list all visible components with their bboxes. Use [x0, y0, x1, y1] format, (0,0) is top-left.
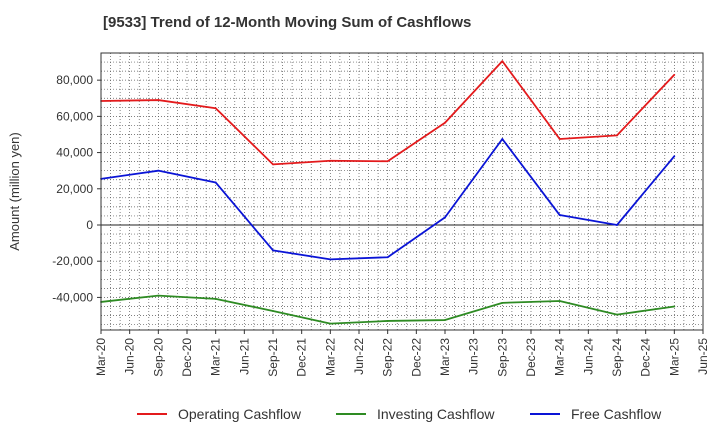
free-cashflow-point: [558, 214, 561, 216]
series-lines: [100, 60, 676, 325]
x-tick-label: Dec-22: [409, 338, 423, 377]
x-tick-label: Jun-21: [237, 338, 251, 375]
y-axis-title: Amount (million yen): [7, 132, 22, 251]
investing-cashflow-point: [558, 300, 561, 302]
investing-cashflow-point: [616, 313, 618, 316]
legend: Operating Cashflow Investing Cashflow Free…: [137, 406, 662, 422]
x-tick-label: Sep-22: [381, 338, 395, 377]
investing-cashflow-point: [444, 319, 446, 321]
investing-cashflow-point: [272, 310, 274, 312]
operating-cashflow-point: [272, 163, 274, 166]
x-tick-label: Mar-21: [209, 338, 223, 376]
free-cashflow-point: [329, 258, 332, 261]
x-tick-label: Jun-22: [352, 338, 366, 375]
x-tick-label: Jun-24: [581, 338, 595, 375]
x-tick-label: Sep-20: [151, 338, 165, 377]
x-tick-label: Jun-25: [696, 338, 710, 375]
x-tick-label: Mar-22: [323, 338, 337, 376]
investing-cashflow-point: [673, 305, 676, 308]
x-tick-label: Mar-20: [94, 338, 108, 376]
x-tick-label: Mar-23: [438, 338, 452, 376]
x-tick-label: Dec-20: [180, 338, 194, 377]
legend-label-operating-cashflow: Operating Cashflow: [178, 406, 302, 422]
y-tick-label: 0: [86, 218, 93, 232]
legend-label-free-cashflow: Free Cashflow: [571, 406, 662, 422]
free-cashflow-point: [386, 256, 389, 259]
y-tick-label: -40,000: [52, 290, 93, 304]
operating-cashflow-point: [616, 134, 618, 137]
x-tick-label: Jun-20: [123, 338, 137, 375]
free-cashflow-point: [444, 216, 446, 219]
investing-cashflow-point: [501, 301, 504, 304]
free-cashflow-point: [272, 249, 274, 252]
y-tick-label: 40,000: [56, 146, 93, 160]
y-tick-label: 60,000: [56, 109, 93, 123]
x-axis-ticks: Mar-20 Jun-20 Sep-20 Dec-20 Mar-21 Jun-21 Sep-…: [94, 330, 710, 377]
operating-cashflow-point: [444, 121, 446, 124]
investing-cashflow-point: [157, 294, 160, 297]
free-cashflow-point: [157, 169, 160, 172]
y-tick-label: -20,000: [52, 254, 93, 268]
plot-area: [101, 53, 703, 330]
chart-title: [9533] Trend of 12-Month Moving Sum of C…: [103, 14, 472, 31]
x-tick-label: Sep-24: [610, 338, 624, 377]
x-tick-label: Mar-24: [553, 338, 567, 376]
plot-frame: [100, 52, 704, 331]
x-tick-label: Dec-21: [295, 338, 309, 377]
operating-cashflow-point: [157, 99, 160, 101]
x-tick-label: Mar-25: [667, 338, 681, 376]
operating-cashflow-point: [386, 160, 389, 163]
investing-cashflow-point: [329, 322, 332, 325]
y-axis-ticks: -40,000 -20,000 0 20,000 40,000 60,000 80,000: [52, 73, 101, 304]
free-cashflow-point: [501, 138, 504, 140]
operating-cashflow-point: [558, 138, 561, 140]
x-tick-label: Sep-21: [266, 338, 280, 377]
free-cashflow-point: [616, 224, 618, 226]
y-tick-label: 20,000: [56, 182, 93, 196]
x-tick-label: Dec-24: [639, 338, 653, 377]
x-tick-label: Sep-23: [495, 338, 509, 377]
operating-cashflow-point: [329, 159, 332, 162]
free-cashflow-point: [214, 181, 217, 184]
investing-cashflow-point: [214, 297, 217, 300]
investing-cashflow-point: [386, 320, 389, 322]
operating-cashflow-point: [673, 73, 676, 76]
operating-cashflow-point: [501, 60, 504, 63]
operating-cashflow-point: [214, 107, 217, 110]
y-tick-label: 80,000: [56, 73, 93, 87]
x-tick-label: Jun-23: [467, 338, 481, 375]
x-tick-label: Dec-23: [524, 338, 538, 377]
free-cashflow-point: [673, 155, 676, 158]
legend-label-investing-cashflow: Investing Cashflow: [377, 406, 495, 422]
